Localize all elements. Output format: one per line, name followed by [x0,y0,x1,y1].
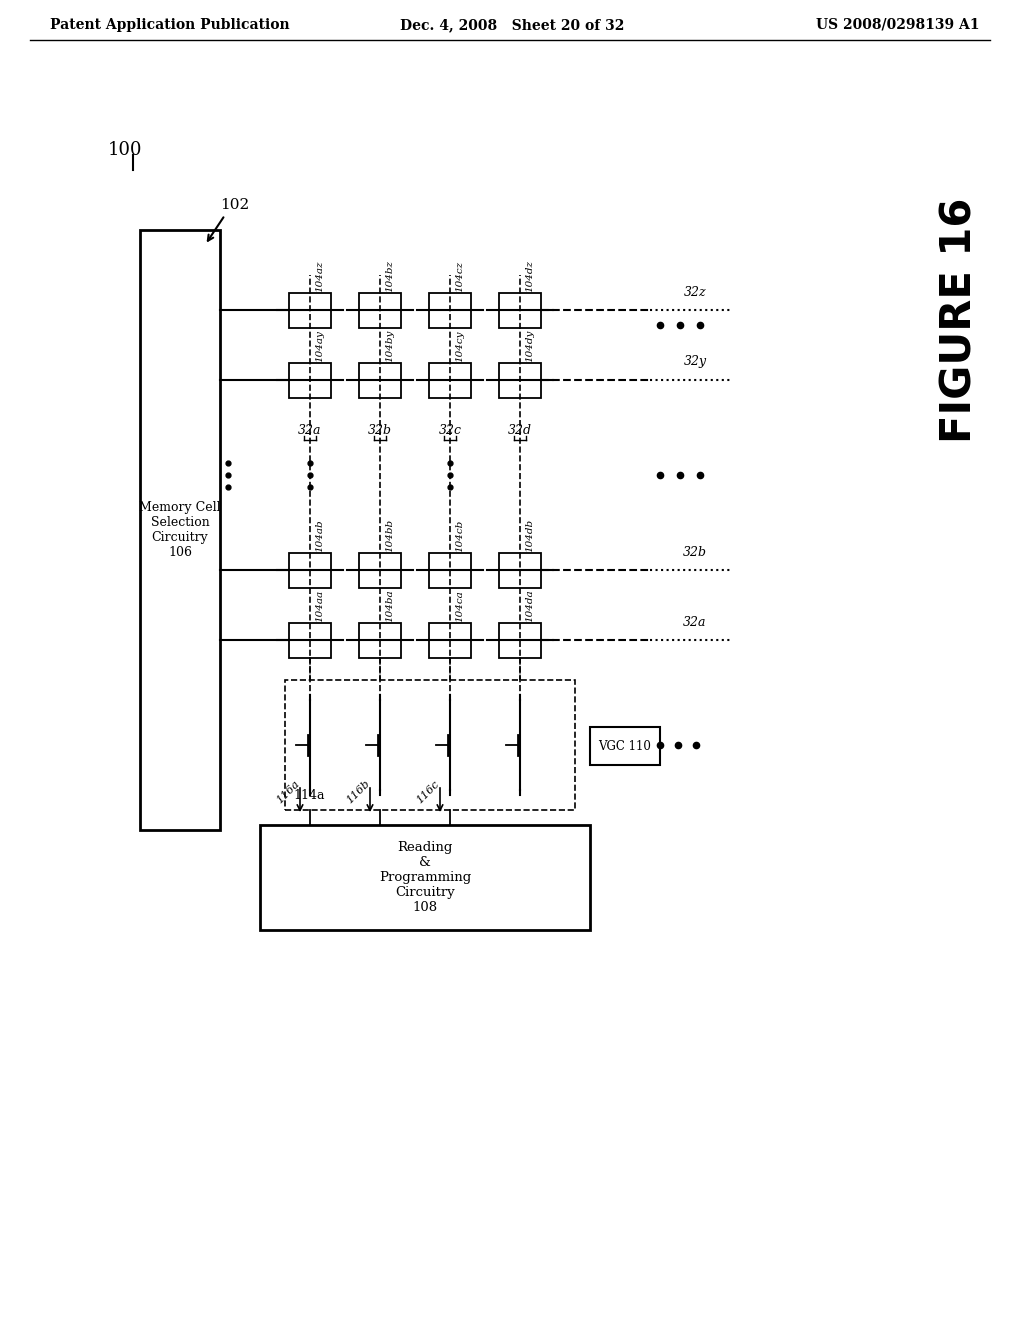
Text: Reading
&
Programming
Circuitry
108: Reading & Programming Circuitry 108 [379,841,471,913]
Text: 104dy: 104dy [525,330,534,362]
Text: 104ab: 104ab [315,519,324,552]
Text: Patent Application Publication: Patent Application Publication [50,18,290,32]
Bar [499,363,541,397]
Bar [260,825,590,931]
Text: 104dz: 104dz [525,260,534,292]
Bar [289,293,331,327]
Text: 32c: 32c [438,424,462,437]
Bar [289,623,331,657]
Text: FIGURE 16: FIGURE 16 [939,197,981,442]
Text: 32y: 32y [683,355,707,368]
Text: 116b: 116b [344,779,372,805]
Text: 104by: 104by [385,330,394,362]
Bar [429,293,471,327]
Text: 114a: 114a [293,789,325,803]
Bar [429,553,471,587]
Bar [285,680,575,810]
Bar [289,553,331,587]
Text: 104ay: 104ay [315,330,324,362]
Text: 104cz: 104cz [455,261,464,292]
Text: 104ca: 104ca [455,590,464,622]
Bar [359,623,401,657]
Text: 104da: 104da [525,589,534,622]
Text: 102: 102 [220,198,249,213]
Bar [359,553,401,587]
Text: 32d: 32d [508,424,532,437]
Text: Memory Cell
Selection
Circuitry
106: Memory Cell Selection Circuitry 106 [139,502,221,558]
Bar [499,553,541,587]
Bar [359,363,401,397]
Text: 104az: 104az [315,260,324,292]
Text: 116a: 116a [274,779,301,805]
Text: US 2008/0298139 A1: US 2008/0298139 A1 [816,18,980,32]
Text: 104aa: 104aa [315,590,324,622]
Text: Dec. 4, 2008   Sheet 20 of 32: Dec. 4, 2008 Sheet 20 of 32 [399,18,625,32]
Bar [289,363,331,397]
Bar [499,293,541,327]
Text: 32b: 32b [368,424,392,437]
Text: 100: 100 [108,141,142,158]
Text: 104bb: 104bb [385,519,394,552]
Bar [429,363,471,397]
Bar [359,293,401,327]
Text: 104bz: 104bz [385,260,394,292]
Text: 32a: 32a [298,424,322,437]
Text: 32z: 32z [684,285,707,298]
Bar [590,727,660,766]
Bar [140,230,220,830]
Text: 116c: 116c [415,779,441,805]
Bar [499,623,541,657]
Text: 104cy: 104cy [455,330,464,362]
Text: 104cb: 104cb [455,520,464,552]
Text: 32b: 32b [683,545,707,558]
Text: 104db: 104db [525,519,534,552]
Text: 32a: 32a [683,615,707,628]
Bar [429,623,471,657]
Text: VGC 110: VGC 110 [599,739,651,752]
Text: 104ba: 104ba [385,589,394,622]
